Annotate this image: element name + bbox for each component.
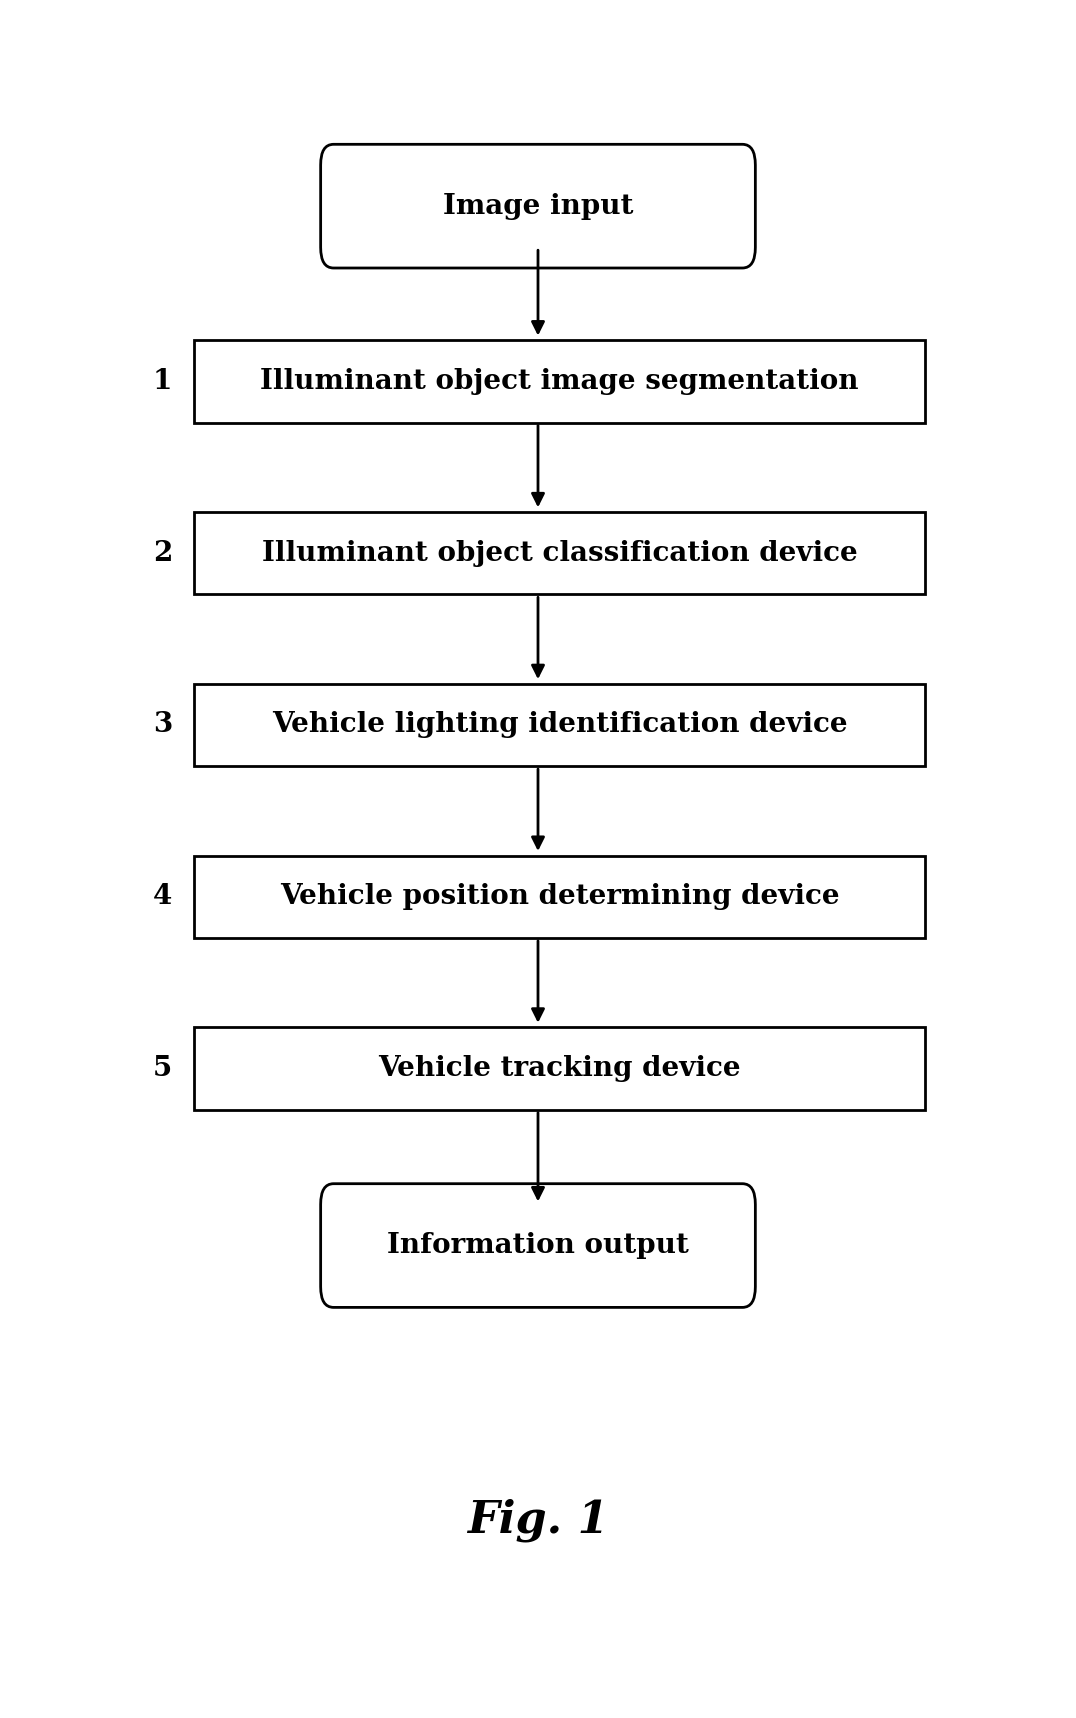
Text: Vehicle position determining device: Vehicle position determining device (280, 883, 839, 911)
FancyBboxPatch shape (194, 340, 925, 423)
Text: Illuminant object image segmentation: Illuminant object image segmentation (260, 368, 859, 395)
FancyBboxPatch shape (194, 512, 925, 594)
Text: Fig. 1: Fig. 1 (467, 1498, 609, 1543)
Text: Illuminant object classification device: Illuminant object classification device (261, 539, 858, 567)
Text: 5: 5 (153, 1055, 172, 1082)
Text: Image input: Image input (442, 192, 634, 220)
Text: 3: 3 (153, 711, 172, 739)
Text: 1: 1 (153, 368, 172, 395)
FancyBboxPatch shape (321, 1184, 755, 1307)
Text: 4: 4 (153, 883, 172, 911)
FancyBboxPatch shape (194, 856, 925, 938)
Text: 2: 2 (153, 539, 172, 567)
Text: Information output: Information output (387, 1232, 689, 1259)
Text: Vehicle tracking device: Vehicle tracking device (378, 1055, 741, 1082)
FancyBboxPatch shape (321, 144, 755, 268)
Text: Vehicle lighting identification device: Vehicle lighting identification device (272, 711, 847, 739)
FancyBboxPatch shape (194, 1027, 925, 1110)
FancyBboxPatch shape (194, 684, 925, 766)
